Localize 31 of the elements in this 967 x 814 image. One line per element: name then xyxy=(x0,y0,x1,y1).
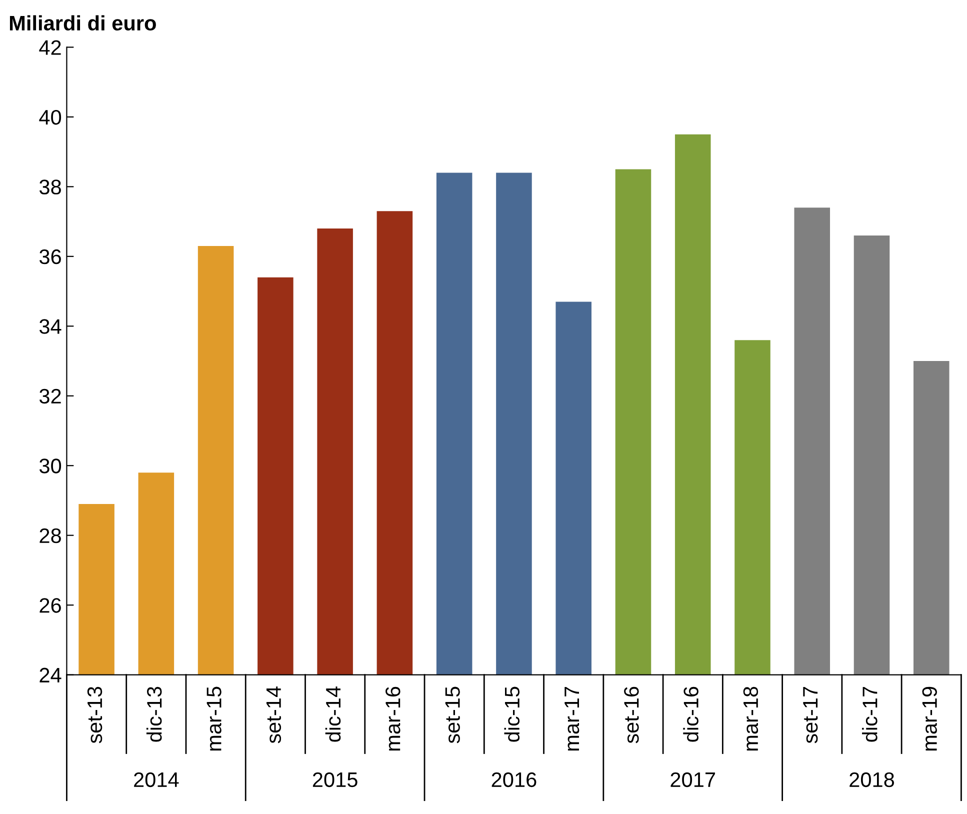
x-tick-label: set-17 xyxy=(803,686,818,744)
y-axis-title: Miliardi di euro xyxy=(10,15,156,31)
text: 2017 xyxy=(670,772,715,788)
x-tick-label: dic-15 xyxy=(504,686,520,742)
y-tick-label: 24 xyxy=(40,668,62,682)
y-tick-label: 28 xyxy=(40,528,61,544)
y-tick-label: 36 xyxy=(39,249,61,264)
text: 2016 xyxy=(492,772,536,788)
x-tick-label: dic-14 xyxy=(325,686,341,742)
x-tick-label: set-13 xyxy=(87,686,102,744)
x-tick-label: mar-15 xyxy=(206,686,222,751)
y-tick-label: 32 xyxy=(39,388,61,404)
text: 2018 xyxy=(850,772,894,788)
y-tick-label: 42 xyxy=(39,40,61,55)
y-tick-label: 30 xyxy=(39,458,62,474)
text: 2014 xyxy=(134,772,179,788)
x-tick-label: dic-17 xyxy=(862,686,878,742)
text: 2015 xyxy=(312,772,358,788)
x-tick-label: set-16 xyxy=(624,686,639,744)
y-tick-label: 34 xyxy=(39,319,62,334)
x-tick-label: set-15 xyxy=(445,686,460,744)
x-tick-label: mar-18 xyxy=(743,686,758,751)
x-tick-label: set-14 xyxy=(266,686,282,744)
x-tick-label: mar-16 xyxy=(386,686,400,751)
y-tick-label: 38 xyxy=(39,180,61,194)
x-tick-label: mar-19 xyxy=(922,686,937,751)
x-tick-label: mar-17 xyxy=(564,686,580,751)
y-tick-label: 40 xyxy=(39,110,62,125)
y-tick-label: 26 xyxy=(40,598,61,613)
x-tick-label: dic-13 xyxy=(146,686,162,742)
x-tick-label: dic-16 xyxy=(683,686,698,742)
